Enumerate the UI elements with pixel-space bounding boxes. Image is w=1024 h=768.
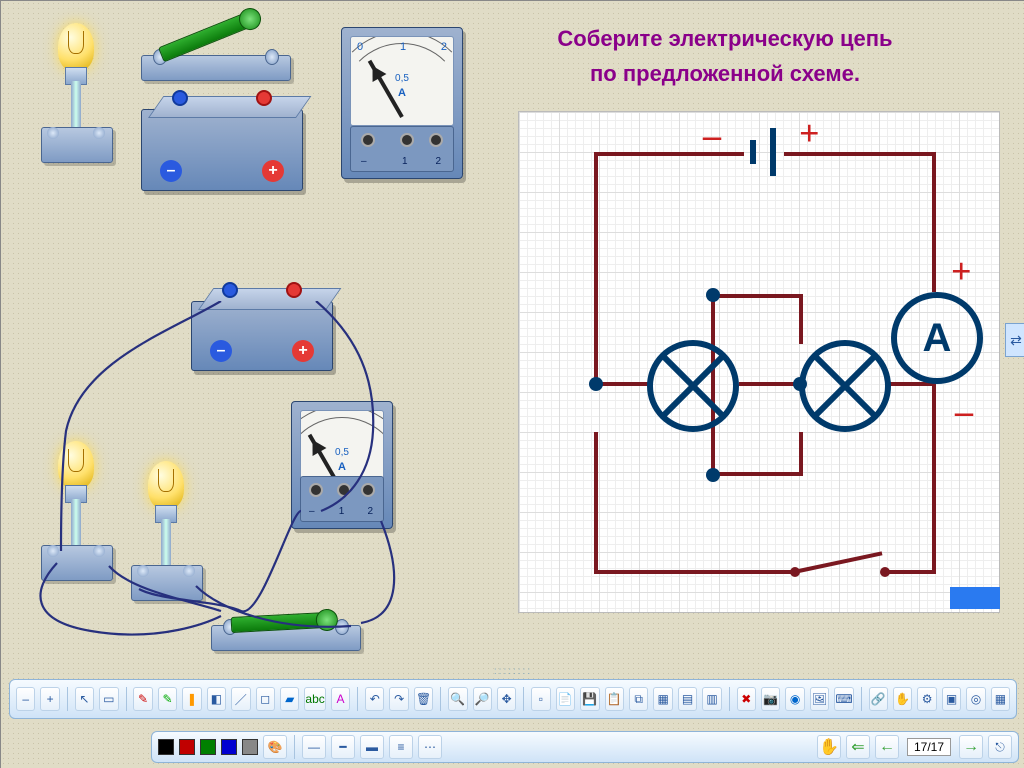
palette-icon[interactable]: 🎨 [263,735,287,759]
tool-c[interactable]: ▣ [942,687,961,711]
bulb-1[interactable] [41,441,111,581]
switch-component[interactable] [211,601,361,651]
node [706,288,720,302]
wire [799,432,803,476]
wire [711,294,801,298]
drag-handle[interactable]: :::::::: [494,666,532,677]
page-prev[interactable]: ← [875,735,899,759]
pan[interactable]: ✥ [497,687,516,711]
node [706,468,720,482]
main-toolbar: – + ↖ ▭ ✎ ✎ ❚ ◧ ／ ◻ ▰ abc A ↶ ↷ 🗑 🔍 🔎 ✥ … [9,679,1017,719]
amm-plus: + [951,250,972,292]
task-title: Соберите электрическую цепь по предложен… [485,21,965,91]
stage: Соберите электрическую цепь по предложен… [0,0,1024,768]
width-3[interactable]: ▬ [360,735,384,759]
swatch-red[interactable] [179,739,195,755]
side-tab[interactable]: ⇄ [1005,323,1024,357]
eraser[interactable]: ◧ [207,687,226,711]
switch-component-open[interactable] [141,31,291,81]
wire [932,384,936,572]
line-tool[interactable]: ／ [231,687,250,711]
zoom-in[interactable]: 🔍 [448,687,467,711]
schematic-grid: – + А + – [518,111,1000,613]
battery-component-palette[interactable]: – + [141,109,303,191]
battery-component[interactable]: – + [191,301,333,371]
open[interactable]: 📄 [556,687,575,711]
text-tool[interactable]: abc [304,687,325,711]
tool-a[interactable]: ✋ [893,687,912,711]
wire [711,472,801,476]
lamp-symbol-1 [647,340,739,432]
style-2[interactable]: ⋯ [418,735,442,759]
bottom-toolbar: 🎨 — ━ ▬ ≡ ⋯ ✋ ⇐ ← 17/17 → ⎋ [151,731,1019,763]
highlight[interactable]: ❚ [182,687,201,711]
wire [594,152,598,384]
wire [594,152,744,156]
redo[interactable]: ↷ [389,687,408,711]
tool-b[interactable]: ⚙ [917,687,936,711]
pen2-tool[interactable]: ✎ [158,687,177,711]
record[interactable]: ◉ [785,687,804,711]
expand-btn[interactable]: + [40,687,59,711]
plus-label: + [799,112,820,154]
save[interactable]: 💾 [580,687,599,711]
pointer-tool[interactable]: ↖ [75,687,94,711]
camera[interactable]: 📷 [761,687,780,711]
text2[interactable]: A [331,687,350,711]
minus-label: – [703,114,721,156]
tool-e[interactable]: ▦ [991,687,1010,711]
battery-symbol [744,132,784,172]
hand-icon[interactable]: ✋ [817,735,841,759]
swatch-black[interactable] [158,739,174,755]
wire [594,570,794,574]
grid3[interactable]: ▥ [702,687,721,711]
bulb-component[interactable] [41,23,111,163]
grid2[interactable]: ▤ [678,687,697,711]
swatch-blue[interactable] [221,739,237,755]
node [793,377,807,391]
page-first[interactable]: ⇐ [846,735,870,759]
page-next[interactable]: → [959,735,983,759]
width-1[interactable]: — [302,735,326,759]
ammeter-symbol: А [891,292,983,384]
title-line-2: по предложенной схеме. [590,61,860,86]
wire [594,432,598,572]
stop[interactable]: ✖ [737,687,756,711]
paste[interactable]: 📋 [605,687,624,711]
copy[interactable]: ⧉ [629,687,648,711]
wire [884,570,936,574]
amm-minus: – [955,390,973,432]
swatch-green[interactable] [200,739,216,755]
keyboard[interactable]: ⌨ [834,687,853,711]
collapse-btn[interactable]: – [16,687,35,711]
node [589,377,603,391]
tool-d[interactable]: ◎ [966,687,985,711]
new-page[interactable]: ▫ [531,687,550,711]
wire [799,294,803,344]
trash[interactable]: 🗑 [414,687,433,711]
title-line-1: Соберите электрическую цепь [557,26,892,51]
width-2[interactable]: ━ [331,735,355,759]
zoom-out[interactable]: 🔎 [473,687,492,711]
shape-tool[interactable]: ◻ [256,687,275,711]
fill-tool[interactable]: ▰ [280,687,299,711]
pen-tool[interactable]: ✎ [133,687,152,711]
select-tool[interactable]: ▭ [99,687,118,711]
page-counter: 17/17 [907,738,951,756]
wire [739,382,799,386]
gallery[interactable]: 🖼 [810,687,829,711]
ammeter-component-palette[interactable]: 0 1 2 0,5 A – 1 2 [341,27,463,179]
wire [932,152,936,292]
bulb-2[interactable] [131,461,201,601]
blue-mark [950,587,1000,609]
exit-icon[interactable]: ⎋ [988,735,1012,759]
ammeter-component[interactable]: 0,5 A – 1 2 [291,401,393,529]
lamp-symbol-2 [799,340,891,432]
swatch-grey[interactable] [242,739,258,755]
undo[interactable]: ↶ [365,687,384,711]
grid1[interactable]: ▦ [653,687,672,711]
link[interactable]: 🔗 [869,687,888,711]
style-1[interactable]: ≡ [389,735,413,759]
